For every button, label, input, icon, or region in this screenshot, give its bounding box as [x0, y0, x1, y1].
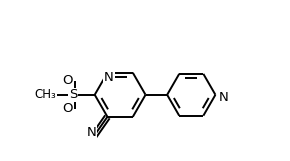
Text: N: N	[218, 91, 228, 104]
Text: O: O	[62, 102, 72, 115]
Text: S: S	[69, 88, 77, 101]
Text: N: N	[87, 126, 97, 139]
Text: CH₃: CH₃	[35, 88, 56, 101]
Text: O: O	[62, 74, 72, 87]
Text: N: N	[104, 71, 114, 84]
